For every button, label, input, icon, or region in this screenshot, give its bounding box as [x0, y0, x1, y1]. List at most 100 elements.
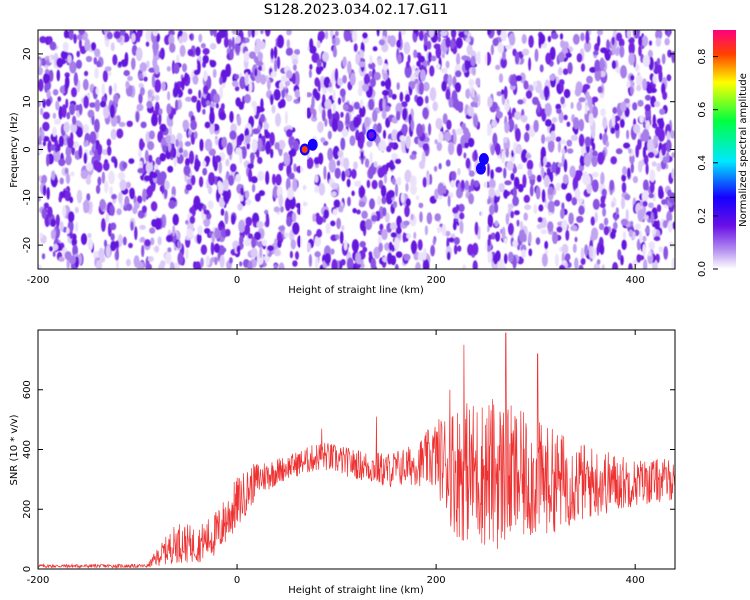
heatmap-cell — [137, 149, 142, 159]
heatmap-cell — [265, 215, 270, 228]
heatmap-cell — [94, 118, 100, 133]
heatmap-cell — [340, 137, 346, 151]
heatmap-cell — [436, 226, 442, 234]
heatmap-cell — [594, 211, 598, 223]
heatmap-cell — [41, 208, 47, 219]
heatmap-cell — [261, 62, 266, 73]
heatmap-cell — [184, 72, 188, 82]
heatmap-cell — [38, 196, 42, 202]
heatmap-cell — [564, 262, 568, 269]
heatmap-cell — [254, 231, 262, 241]
heatmap-cell — [83, 95, 89, 109]
heatmap-cell — [405, 182, 409, 192]
heatmap-cell — [440, 30, 448, 37]
heatmap-cell — [642, 243, 646, 257]
heatmap-cell — [169, 42, 176, 53]
heatmap-cell — [518, 228, 526, 243]
heatmap-cell — [661, 53, 666, 65]
heatmap-cell — [636, 254, 641, 263]
heatmap-cell — [240, 187, 244, 196]
heatmap-cell — [659, 108, 666, 115]
heatmap-cell — [141, 245, 145, 258]
heatmap-cell — [339, 231, 344, 244]
heatmap-cell — [435, 63, 441, 70]
heatmap-cell — [655, 30, 663, 40]
heatmap-cell — [340, 259, 346, 266]
heatmap-cell — [148, 154, 153, 163]
heatmap-cell — [141, 205, 147, 214]
heatmap-cell — [71, 237, 77, 247]
heatmap-cell — [503, 86, 508, 100]
heatmap-cell — [353, 101, 360, 110]
heatmap-cell — [465, 88, 471, 99]
heatmap-cell — [93, 57, 98, 65]
y-tick-label: 0 — [22, 566, 33, 572]
heatmap-cell — [578, 264, 584, 269]
heatmap-cell — [419, 69, 426, 82]
colorbar-label: Normalized spectral amplitude — [738, 73, 749, 227]
heatmap-cell — [669, 130, 675, 139]
heatmap-cell — [429, 87, 437, 102]
heatmap-cell — [632, 102, 638, 111]
heatmap-cell — [102, 70, 108, 83]
heatmap-cell — [353, 43, 358, 52]
heatmap-cell — [626, 30, 632, 39]
heatmap-cell — [194, 158, 200, 172]
heatmap-cell — [340, 111, 344, 118]
heatmap-cell — [447, 74, 453, 87]
heatmap-cell — [666, 130, 671, 142]
heatmap-cell — [671, 152, 675, 158]
heatmap-cell — [393, 237, 400, 251]
heatmap-cell — [316, 40, 321, 49]
heatmap-cell — [38, 58, 41, 67]
heatmap-cell — [176, 54, 180, 64]
heatmap-cell — [396, 39, 402, 49]
heatmap-cell — [185, 248, 189, 260]
heatmap-cell — [599, 133, 603, 140]
heatmap-cell — [244, 135, 251, 144]
heatmap-cell — [202, 108, 206, 115]
heatmap-cell — [621, 182, 627, 193]
heatmap-cell — [574, 188, 581, 200]
heatmap-cell — [602, 207, 607, 217]
heatmap-cell — [533, 119, 539, 133]
heatmap-cell — [584, 40, 592, 53]
heatmap-cell — [540, 229, 547, 235]
heatmap-cell — [200, 257, 204, 268]
heatmap-cell — [270, 71, 278, 78]
heatmap-cell — [395, 251, 403, 258]
heatmap-cell — [343, 239, 348, 251]
heatmap-cell — [146, 100, 153, 109]
heatmap-cell — [72, 141, 80, 149]
heatmap-cell — [342, 56, 347, 68]
heatmap-cell — [52, 251, 56, 257]
heatmap-cell — [642, 205, 646, 215]
heatmap-cell — [453, 244, 458, 255]
heatmap-cell — [220, 208, 225, 216]
heatmap-cell — [383, 105, 391, 112]
heatmap-cell — [40, 107, 44, 116]
x-tick-label: 400 — [626, 275, 645, 286]
heatmap-cell — [116, 128, 124, 139]
heatmap-cell — [642, 179, 649, 192]
heatmap-cell — [406, 61, 410, 69]
heatmap-cell — [213, 30, 217, 38]
heatmap-cell — [501, 89, 505, 95]
heatmap-cell — [125, 181, 131, 189]
heatmap-cell — [464, 58, 469, 71]
heatmap-cell — [591, 96, 599, 103]
heatmap-cell — [672, 221, 675, 230]
heatmap-cell — [330, 30, 334, 38]
heatmap-cell — [451, 90, 458, 103]
heatmap-cell — [101, 83, 106, 96]
heatmap-cell — [244, 72, 249, 86]
heatmap-cell — [522, 48, 530, 56]
heatmap-cell — [355, 252, 362, 264]
heatmap-cell — [624, 98, 630, 104]
heatmap-cell — [158, 50, 163, 59]
heatmap-cell — [167, 91, 171, 101]
heatmap-cell — [521, 249, 526, 259]
heatmap-cell — [62, 205, 67, 218]
heatmap-cell — [196, 99, 202, 113]
heatmap-cell — [502, 50, 506, 61]
